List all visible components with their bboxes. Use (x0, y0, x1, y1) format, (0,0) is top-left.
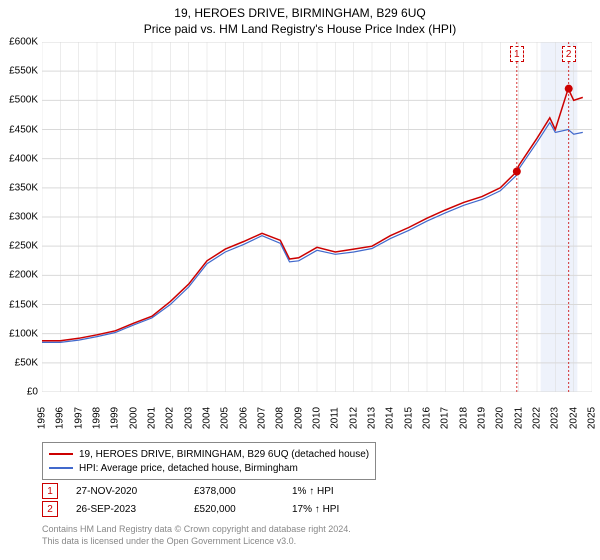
sale-marker-number: 1 (42, 483, 58, 499)
y-tick-label: £500K (9, 95, 38, 106)
y-tick-label: £150K (9, 299, 38, 310)
y-tick-label: £200K (9, 270, 38, 281)
x-tick-label: 2008 (275, 407, 286, 429)
x-tick-label: 2004 (202, 407, 213, 429)
x-tick-label: 2000 (128, 407, 139, 429)
footer-attribution: Contains HM Land Registry data © Crown c… (42, 524, 351, 547)
sale-price: £520,000 (194, 504, 274, 515)
x-tick-label: 1995 (37, 407, 48, 429)
y-axis-labels: £0£50K£100K£150K£200K£250K£300K£350K£400… (0, 42, 40, 392)
x-tick-label: 2012 (348, 407, 359, 429)
x-tick-label: 2005 (220, 407, 231, 429)
y-tick-label: £350K (9, 182, 38, 193)
sale-date: 27-NOV-2020 (76, 486, 176, 497)
x-tick-label: 2024 (568, 407, 579, 429)
y-tick-label: £600K (9, 37, 38, 48)
sale-price: £378,000 (194, 486, 274, 497)
x-axis-labels: 1995199619971998199920002001200220032004… (42, 394, 592, 434)
x-tick-label: 2021 (513, 407, 524, 429)
legend-item: HPI: Average price, detached house, Birm… (49, 461, 369, 475)
x-tick-label: 2013 (367, 407, 378, 429)
x-tick-label: 1998 (92, 407, 103, 429)
legend-swatch (49, 453, 73, 455)
chart-svg (42, 42, 592, 392)
x-tick-label: 2003 (183, 407, 194, 429)
sale-pct-vs-hpi: 17% ↑ HPI (292, 504, 392, 515)
x-tick-label: 2017 (440, 407, 451, 429)
x-tick-label: 2018 (458, 407, 469, 429)
chart-subtitle: Price paid vs. HM Land Registry's House … (0, 20, 600, 42)
sale-row: 1 27-NOV-2020 £378,000 1% ↑ HPI (42, 482, 392, 500)
legend: 19, HEROES DRIVE, BIRMINGHAM, B29 6UQ (d… (42, 442, 376, 480)
x-tick-label: 2001 (147, 407, 158, 429)
footer-line-1: Contains HM Land Registry data © Crown c… (42, 524, 351, 536)
y-tick-label: £550K (9, 66, 38, 77)
y-tick-label: £0 (27, 387, 38, 398)
x-tick-label: 1997 (73, 407, 84, 429)
sale-marker-flag: 2 (562, 46, 576, 62)
x-tick-label: 2016 (422, 407, 433, 429)
x-tick-label: 2011 (330, 407, 341, 429)
x-tick-label: 1999 (110, 407, 121, 429)
sale-row: 2 26-SEP-2023 £520,000 17% ↑ HPI (42, 500, 392, 518)
chart-title: 19, HEROES DRIVE, BIRMINGHAM, B29 6UQ (0, 0, 600, 20)
x-tick-label: 2002 (165, 407, 176, 429)
x-tick-label: 2019 (477, 407, 488, 429)
x-tick-label: 1996 (55, 407, 66, 429)
sale-marker-number: 2 (42, 501, 58, 517)
x-tick-label: 2010 (312, 407, 323, 429)
sales-table: 1 27-NOV-2020 £378,000 1% ↑ HPI 2 26-SEP… (42, 482, 392, 518)
x-tick-label: 2022 (532, 407, 543, 429)
chart-plot-area: £0£50K£100K£150K£200K£250K£300K£350K£400… (42, 42, 592, 392)
legend-label: HPI: Average price, detached house, Birm… (79, 463, 298, 474)
x-tick-label: 2023 (550, 407, 561, 429)
sale-pct-vs-hpi: 1% ↑ HPI (292, 486, 392, 497)
sale-marker-flag: 1 (510, 46, 524, 62)
y-tick-label: £450K (9, 124, 38, 135)
y-tick-label: £300K (9, 212, 38, 223)
sale-date: 26-SEP-2023 (76, 504, 176, 515)
y-tick-label: £400K (9, 153, 38, 164)
x-tick-label: 2007 (257, 407, 268, 429)
x-tick-label: 2025 (587, 407, 598, 429)
legend-item: 19, HEROES DRIVE, BIRMINGHAM, B29 6UQ (d… (49, 447, 369, 461)
footer-line-2: This data is licensed under the Open Gov… (42, 536, 351, 548)
legend-swatch (49, 467, 73, 469)
x-tick-label: 2015 (403, 407, 414, 429)
legend-label: 19, HEROES DRIVE, BIRMINGHAM, B29 6UQ (d… (79, 449, 369, 460)
x-tick-label: 2006 (238, 407, 249, 429)
y-tick-label: £100K (9, 328, 38, 339)
y-tick-label: £250K (9, 241, 38, 252)
y-tick-label: £50K (15, 357, 38, 368)
x-tick-label: 2014 (385, 407, 396, 429)
x-tick-label: 2020 (495, 407, 506, 429)
x-tick-label: 2009 (293, 407, 304, 429)
